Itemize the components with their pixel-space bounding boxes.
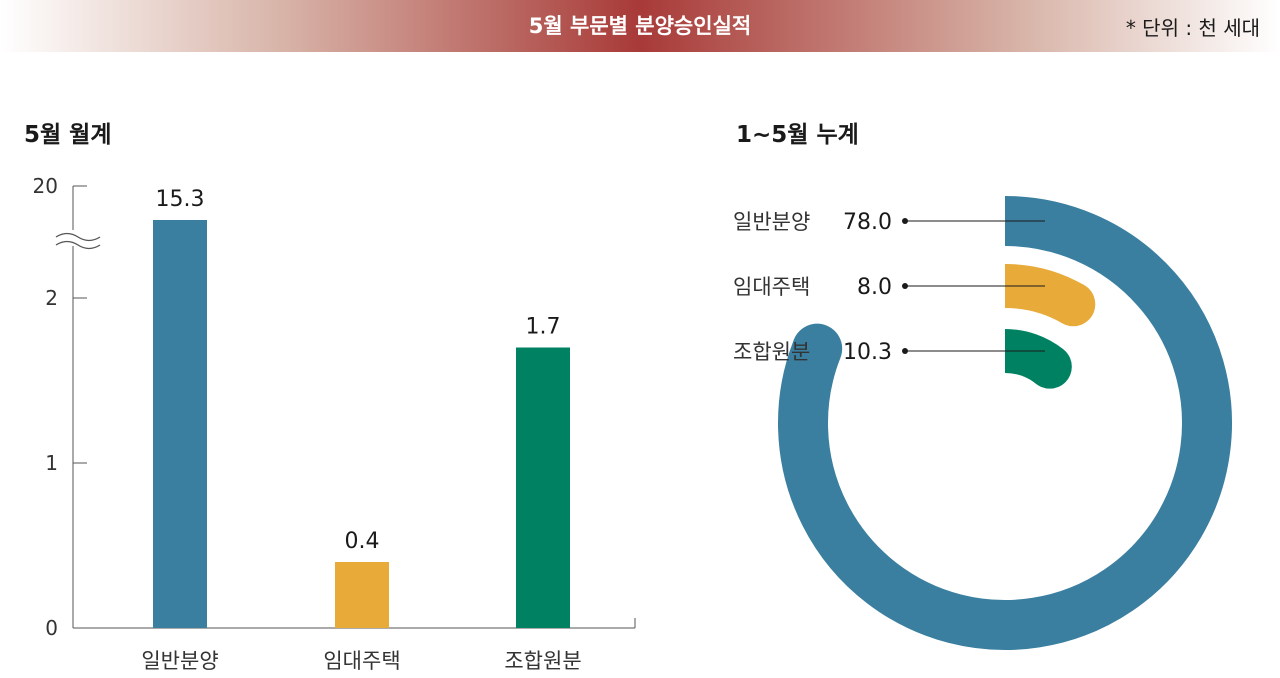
bar-value-label: 1.7 <box>526 315 561 340</box>
radial-category-label: 조합원분 <box>733 340 810 364</box>
y-tick-label: 20 <box>33 174 58 198</box>
radial-arc-end-cap <box>792 323 843 374</box>
y-tick-label: 2 <box>45 286 58 310</box>
bar-chart-title: 5월 월계 <box>24 122 112 148</box>
radial-chart-title: 1~5월 누계 <box>736 122 859 148</box>
bar <box>516 347 570 628</box>
leader-dot <box>902 218 908 224</box>
radial-value-label: 78.0 <box>843 210 892 235</box>
radial-category-label: 일반분양 <box>733 210 810 234</box>
y-tick-label: 1 <box>45 451 58 475</box>
bar <box>153 220 207 628</box>
radial-arc-end-cap <box>1027 344 1072 389</box>
radial-arc <box>778 196 1232 650</box>
axis-break-line <box>55 232 101 242</box>
bar <box>335 562 389 628</box>
radial-arc-end-cap <box>1051 282 1096 327</box>
page-title: 5월 부문별 분양승인실적 <box>528 14 752 38</box>
axis-break-line <box>55 240 101 250</box>
header-banner <box>0 0 1280 52</box>
leader-dot <box>902 348 908 354</box>
bar-value-label: 15.3 <box>156 187 205 212</box>
radial-category-label: 임대주택 <box>733 275 810 299</box>
radial-value-label: 8.0 <box>857 275 892 300</box>
unit-note: * 단위 : 천 세대 <box>1125 16 1260 40</box>
radial-value-label: 10.3 <box>843 340 892 365</box>
y-tick-label: 0 <box>45 616 58 640</box>
leader-dot <box>902 283 908 289</box>
x-category-label: 임대주택 <box>323 649 400 673</box>
x-category-label: 조합원분 <box>504 649 581 673</box>
bar-value-label: 0.4 <box>345 529 380 554</box>
x-category-label: 일반분양 <box>141 649 218 673</box>
